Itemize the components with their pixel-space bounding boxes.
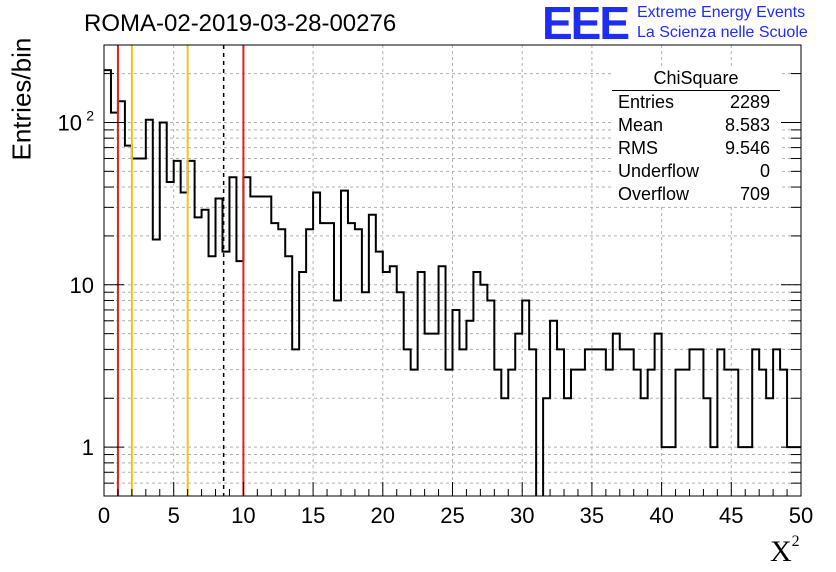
x-axis-label: X2 (770, 533, 800, 569)
axis-ticks (103, 44, 802, 497)
x-tick-label: 45 (719, 503, 743, 528)
stats-value: 8.583 (724, 115, 770, 135)
stats-box: ChiSquare Entries 2289 Mean 8.583 RMS 9.546… (612, 66, 780, 206)
stats-row-entries: Entries 2289 (612, 91, 780, 114)
reference-lines (116, 45, 245, 496)
x-axis-label-base: X (770, 535, 792, 568)
x-tick-label: 15 (301, 503, 325, 528)
stats-value: 2289 (729, 92, 770, 112)
x-tick-label: 30 (510, 503, 534, 528)
stats-title: ChiSquare (612, 66, 780, 91)
stats-label: RMS (618, 138, 658, 158)
stats-row-rms: RMS 9.546 (612, 137, 780, 160)
x-tick-label: 50 (789, 503, 813, 528)
x-tick-label: 20 (371, 503, 395, 528)
stats-label: Underflow (618, 161, 700, 181)
x-tick-label: 40 (649, 503, 673, 528)
x-axis-label-superscript: 2 (791, 533, 800, 550)
logo-line-2: La Scienza nelle Scuole (637, 24, 808, 41)
stats-value: 0 (759, 161, 770, 181)
eee-logo: EEE Extreme Energy Events La Scienza nel… (542, 0, 836, 49)
stats-row-overflow: Overflow 709 (612, 183, 780, 206)
y-tick-label: 10 (58, 110, 82, 135)
stats-row-underflow: Underflow 0 (612, 160, 780, 183)
stats-label: Entries (618, 92, 675, 112)
x-tick-label: 5 (168, 503, 180, 528)
x-tick-label: 0 (98, 503, 110, 528)
stats-row-mean: Mean 8.583 (612, 114, 780, 137)
y-tick-label: 10 (70, 273, 94, 298)
y-axis-label: Entries/bin (6, 37, 37, 161)
logo-line-1: Extreme Energy Events (637, 4, 806, 21)
stats-label: Overflow (618, 184, 690, 204)
stats-value: 9.546 (724, 138, 770, 158)
logo-mark: EEE (542, 0, 630, 49)
plot-title: ROMA-02-2019-03-28-00276 (84, 10, 397, 37)
x-tick-label: 10 (231, 503, 255, 528)
stats-value: 709 (739, 184, 770, 204)
y-tick-label-exponent: 2 (86, 107, 94, 123)
stats-label: Mean (618, 115, 664, 135)
y-tick-label: 1 (82, 435, 94, 460)
x-tick-label: 35 (580, 503, 604, 528)
x-tick-label: 25 (440, 503, 464, 528)
